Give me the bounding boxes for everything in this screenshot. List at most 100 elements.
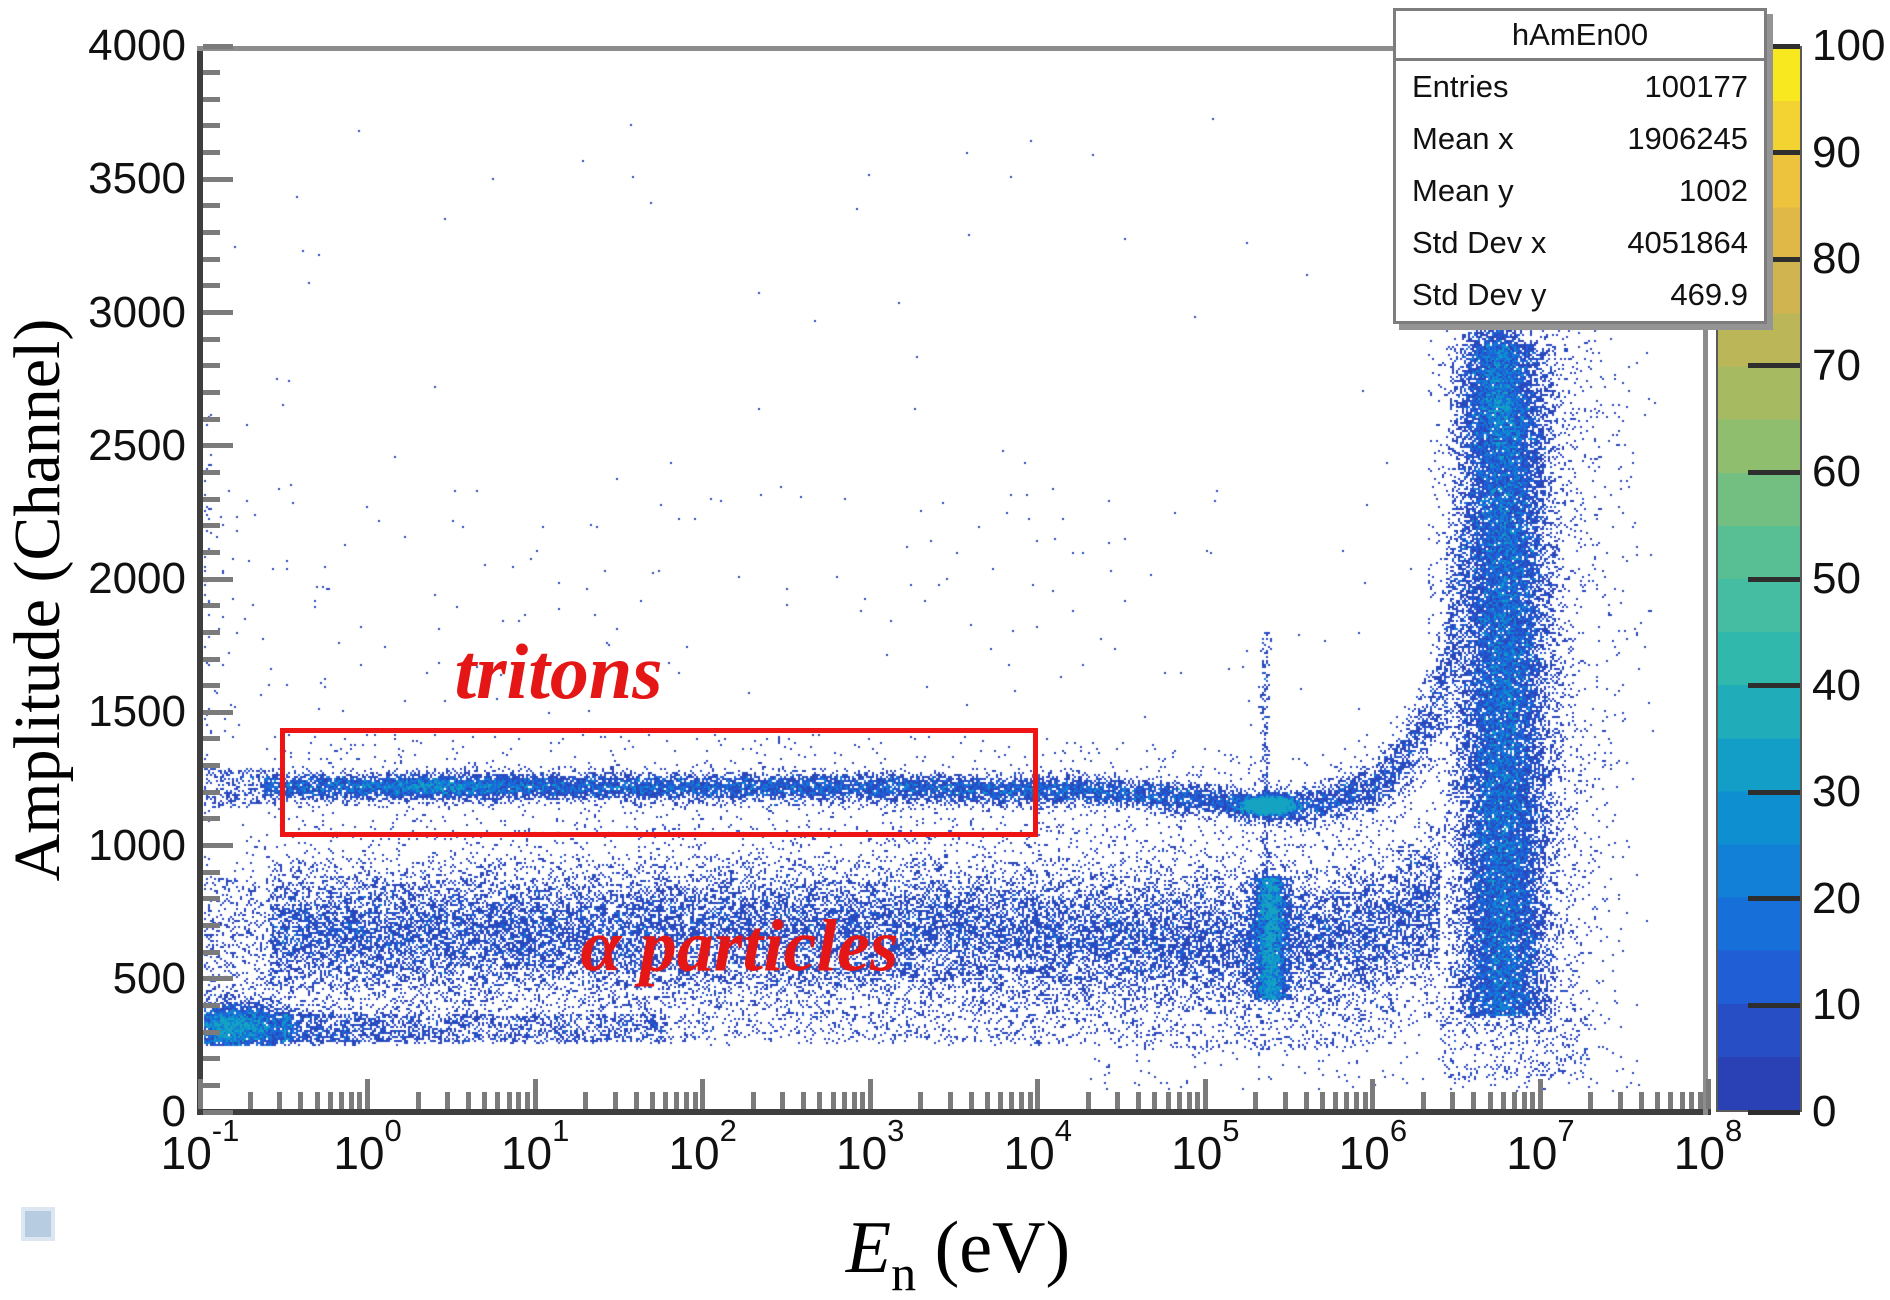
y-minor-tick (203, 1029, 220, 1035)
z-tick-label: 30 (1812, 767, 1861, 817)
x-minor-tick (1521, 1092, 1527, 1109)
stats-row-label: Mean x (1412, 121, 1514, 156)
x-minor-tick (663, 1092, 668, 1109)
x-minor-tick (1668, 1092, 1674, 1109)
x-minor-tick (1303, 1092, 1309, 1109)
x-tick-label: 10-1 (160, 1113, 240, 1179)
z-tick-label: 50 (1812, 554, 1861, 603)
stats-box-title: hAmEn00 (1396, 11, 1764, 61)
y-minor-tick (203, 523, 220, 529)
x-minor-tick (298, 1092, 304, 1109)
x-minor-tick (1136, 1092, 1142, 1109)
x-major-tick (867, 1079, 873, 1109)
x-minor-tick (1027, 1092, 1033, 1109)
y-minor-tick (203, 869, 220, 875)
x-minor-tick (357, 1092, 363, 1109)
x-minor-tick (348, 1092, 354, 1109)
y-minor-tick (203, 230, 220, 235)
tritons-highlight-box (279, 728, 1038, 838)
z-palette-tick (1748, 896, 1800, 902)
y-minor-tick (203, 656, 220, 662)
x-minor-tick (1344, 1092, 1350, 1109)
y-tick-label: 2500 (88, 420, 186, 470)
x-tick-label: 104 (1003, 1113, 1072, 1179)
x-minor-tick (1697, 1092, 1703, 1109)
y-minor-tick (203, 256, 220, 262)
stats-row: Std Dev x 4051864 (1396, 217, 1764, 269)
z-tick-label: 80 (1812, 234, 1861, 284)
z-palette-tick (1748, 43, 1800, 49)
x-minor-tick (780, 1092, 786, 1109)
stats-box: hAmEn00 Entries 100177 Mean x 1906245 Mean y… (1393, 8, 1767, 324)
y-minor-tick (203, 389, 220, 395)
x-minor-tick (314, 1092, 320, 1109)
y-tick-label: 3000 (88, 287, 186, 337)
x-major-tick (1202, 1079, 1208, 1109)
y-major-tick (203, 843, 233, 848)
x-minor-tick (1333, 1092, 1339, 1109)
y-major-tick (203, 310, 233, 315)
stats-row-value: 469.9 (1670, 277, 1748, 312)
y-major-tick (203, 576, 233, 582)
z-tick-label: 10 (1812, 980, 1861, 1030)
y-major-tick (203, 176, 233, 182)
x-major-tick (365, 1079, 371, 1109)
z-palette-tick (1748, 256, 1800, 262)
y-minor-tick (203, 363, 220, 369)
y-minor-tick (203, 683, 220, 689)
y-minor-tick (203, 629, 220, 635)
x-minor-tick (1471, 1092, 1477, 1109)
y-minor-tick (203, 1082, 220, 1088)
x-minor-tick (968, 1092, 974, 1109)
x-tick-label: 105 (1171, 1113, 1240, 1179)
z-tick-label: 70 (1812, 340, 1861, 390)
y-minor-tick (203, 150, 220, 156)
x-major-tick (532, 1079, 538, 1109)
x-minor-tick (1588, 1092, 1594, 1109)
y-minor-tick (203, 763, 220, 768)
z-tick-label: 60 (1812, 447, 1861, 497)
stats-row-value: 100177 (1644, 69, 1748, 104)
x-minor-tick (1500, 1092, 1506, 1109)
z-palette-tick (1748, 1109, 1800, 1115)
x-tick-label: 108 (1673, 1113, 1743, 1179)
x-minor-tick (583, 1092, 589, 1109)
z-palette-tick (1748, 469, 1800, 475)
y-minor-tick (203, 203, 220, 209)
y-major-tick (203, 709, 233, 715)
y-minor-tick (203, 896, 220, 902)
x-minor-tick (465, 1092, 471, 1109)
x-minor-tick (750, 1092, 756, 1109)
y-tick-label: 500 (112, 953, 186, 1003)
x-minor-tick (1530, 1092, 1536, 1109)
x-minor-tick (506, 1092, 512, 1109)
x-minor-tick (1165, 1092, 1171, 1109)
x-major-tick (1705, 1079, 1711, 1109)
y-minor-tick (203, 949, 220, 955)
x-major-tick (1537, 1079, 1543, 1109)
alpha-particles-annotation: α particles (580, 905, 899, 988)
x-minor-tick (633, 1092, 639, 1109)
stats-row-label: Std Dev y (1412, 277, 1547, 312)
x-minor-tick (1512, 1092, 1517, 1109)
stats-row-label: Std Dev x (1412, 225, 1547, 260)
x-minor-tick (445, 1092, 450, 1109)
y-major-tick (203, 443, 233, 449)
x-major-tick (1035, 1079, 1041, 1109)
x-minor-tick (339, 1092, 345, 1109)
stats-row-label: Mean y (1412, 173, 1514, 208)
y-minor-tick (203, 283, 220, 289)
x-minor-tick (683, 1092, 689, 1109)
stats-row-label: Entries (1412, 69, 1509, 104)
y-tick-label: 3500 (88, 154, 186, 204)
x-major-tick (197, 1079, 203, 1109)
y-minor-tick (203, 549, 220, 555)
y-tick-label: 1500 (88, 687, 186, 737)
z-palette-tick (1748, 576, 1800, 582)
x-minor-tick (482, 1092, 488, 1109)
y-tick-label: 1000 (88, 820, 186, 870)
y-minor-tick (203, 816, 220, 822)
x-title-units: (eV) (916, 1207, 1071, 1289)
y-minor-tick (203, 603, 220, 609)
z-palette-tick (1748, 789, 1800, 795)
